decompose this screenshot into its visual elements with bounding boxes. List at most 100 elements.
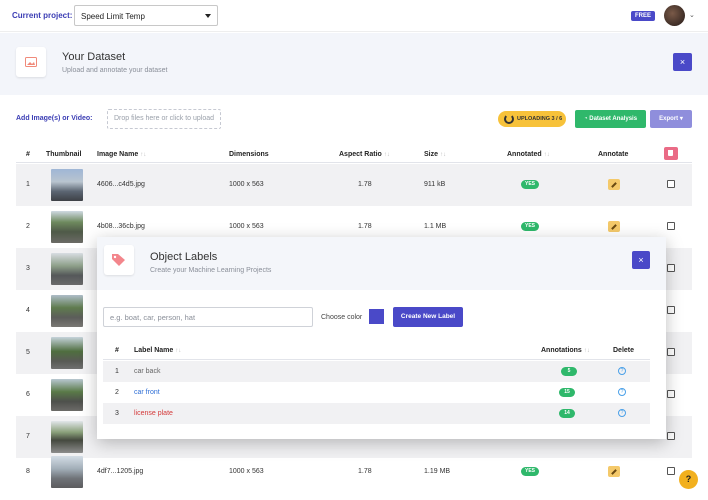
caret-down-icon: [205, 14, 211, 18]
aspect-ratio: 1.78: [358, 223, 372, 230]
modal-icon-box: [104, 245, 134, 275]
label-name: license plate: [134, 410, 173, 417]
table-row: 2 4b08...36cb.jpg 1000 x 563 1.78 1.1 MB…: [16, 206, 692, 248]
add-images-label: Add Image(s) or Video:: [16, 115, 93, 122]
dataset-header: [0, 33, 708, 95]
col-header-image-name[interactable]: Image Name ↑↓: [97, 151, 147, 158]
dataset-analysis-button[interactable]: ◔ Dataset Analysis: [575, 110, 646, 128]
chevron-down-icon[interactable]: ⌄: [689, 12, 695, 19]
help-button[interactable]: ?: [679, 470, 698, 489]
pie-chart-icon: ◔: [583, 116, 590, 122]
image-name: 4606...c4d5.jpg: [97, 181, 145, 188]
row-checkbox[interactable]: [667, 390, 675, 398]
sort-icon: ↑↓: [175, 348, 182, 354]
thumbnail[interactable]: [51, 421, 83, 453]
project-select[interactable]: Speed Limit Temp: [74, 5, 218, 26]
label-col-header-name[interactable]: Label Name ↑↓: [134, 347, 182, 354]
row-checkbox[interactable]: [667, 222, 675, 230]
label-col-header-annotations[interactable]: Annotations ↑↓: [541, 347, 590, 354]
uploading-status-text: UPLOADING 3 / 6: [517, 116, 563, 122]
row-num: 8: [26, 468, 30, 475]
col-header-num: #: [26, 151, 30, 158]
annotation-count-badge: 15: [559, 388, 575, 397]
export-button[interactable]: Export ▾: [650, 110, 692, 128]
annotate-pencil-icon[interactable]: [608, 179, 620, 190]
annotate-pencil-icon[interactable]: [608, 221, 620, 232]
delete-label-icon[interactable]: ?: [618, 388, 626, 396]
delete-label-icon[interactable]: ?: [618, 409, 626, 417]
sort-icon: ↑↓: [543, 152, 550, 158]
label-name-input[interactable]: e.g. boat, car, person, hat: [103, 307, 313, 327]
aspect-ratio: 1.78: [358, 468, 372, 475]
row-num: 1: [26, 181, 30, 188]
uploading-status: UPLOADING 3 / 6: [498, 111, 566, 127]
project-select-value: Speed Limit Temp: [81, 12, 145, 21]
table-row: 6: [16, 374, 692, 416]
dataset-close-button[interactable]: ×: [673, 53, 692, 71]
row-checkbox[interactable]: [667, 264, 675, 272]
row-checkbox[interactable]: [667, 306, 675, 314]
image-name: 4df7...1205.jpg: [97, 468, 144, 475]
image-name: 4b08...36cb.jpg: [97, 223, 145, 230]
delete-label-icon[interactable]: ?: [618, 367, 626, 375]
thumbnail[interactable]: [51, 456, 83, 488]
sort-icon: ↑↓: [140, 152, 147, 158]
modal-close-button[interactable]: ×: [632, 251, 650, 269]
image-icon: [25, 57, 37, 67]
row-checkbox[interactable]: [667, 467, 675, 475]
header-divider: [16, 162, 692, 163]
col-header-dimensions: Dimensions: [229, 151, 269, 158]
label-num: 2: [115, 389, 119, 396]
label-row: 3 license plate 14 ?: [103, 403, 650, 424]
label-num: 1: [115, 368, 119, 375]
thumbnail[interactable]: [51, 169, 83, 201]
row-num: 3: [26, 265, 30, 272]
table-row: 4: [16, 290, 692, 332]
dimensions: 1000 x 563: [229, 223, 264, 230]
label-row: 2 car front 15 ?: [103, 382, 650, 403]
row-num: 7: [26, 433, 30, 440]
thumbnail[interactable]: [51, 211, 83, 243]
thumbnail[interactable]: [51, 379, 83, 411]
modal-subtitle: Create your Machine Learning Projects: [150, 267, 272, 274]
annotate-pencil-icon[interactable]: [608, 466, 620, 477]
label-col-header-delete: Delete: [613, 347, 635, 354]
row-checkbox[interactable]: [667, 348, 675, 356]
size: 911 kB: [424, 181, 446, 188]
row-checkbox[interactable]: [667, 432, 675, 440]
thumbnail[interactable]: [51, 253, 83, 285]
dataset-icon-box: [16, 47, 46, 77]
row-num: 5: [26, 349, 30, 356]
size: 1.1 MB: [424, 223, 447, 230]
create-label-button[interactable]: Create New Label: [393, 307, 463, 327]
dataset-title: Your Dataset: [62, 51, 126, 63]
plan-badge: FREE: [631, 11, 656, 21]
col-header-thumbnail: Thumbnail: [46, 151, 82, 158]
aspect-ratio: 1.78: [358, 181, 372, 188]
thumbnail[interactable]: [51, 295, 83, 327]
col-header-annotated[interactable]: Annotated ↑↓: [507, 151, 550, 158]
col-header-size[interactable]: Size ↑↓: [424, 151, 446, 158]
annotated-badge: YES: [521, 467, 539, 476]
table-row: 8 4df7...1205.jpg 1000 x 563 1.78 1.19 M…: [16, 451, 692, 493]
annotated-badge: YES: [521, 222, 539, 231]
row-checkbox[interactable]: [667, 180, 675, 188]
sort-icon: ↑↓: [583, 348, 590, 354]
color-picker[interactable]: [369, 309, 384, 324]
label-name: car front: [134, 389, 160, 396]
avatar[interactable]: [664, 5, 685, 26]
label-col-header-num: #: [115, 347, 119, 354]
dimensions: 1000 x 563: [229, 468, 264, 475]
delete-selected-button[interactable]: [664, 147, 678, 160]
thumbnail[interactable]: [51, 337, 83, 369]
annotation-count-badge: 5: [561, 367, 577, 376]
row-num: 2: [26, 223, 30, 230]
sort-icon: ↑↓: [383, 152, 390, 158]
label-num: 3: [115, 410, 119, 417]
col-header-aspect-ratio[interactable]: Aspect Ratio ↑↓: [339, 151, 390, 158]
row-num: 6: [26, 391, 30, 398]
current-project-label: Current project:: [12, 11, 73, 20]
size: 1.19 MB: [424, 468, 451, 475]
choose-color-label: Choose color: [321, 314, 363, 321]
upload-dropzone[interactable]: Drop files here or click to upload: [107, 109, 221, 129]
